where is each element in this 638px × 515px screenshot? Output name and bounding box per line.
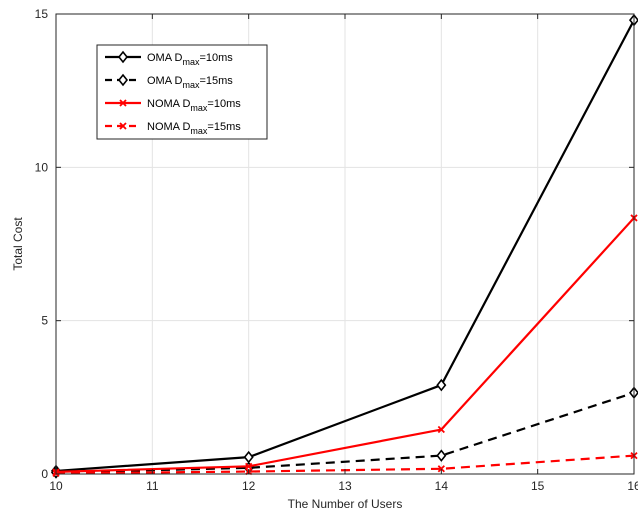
x-tick-label: 10	[49, 479, 63, 493]
data-point	[437, 425, 445, 434]
x-tick-label: 11	[146, 479, 159, 493]
y-axis-label: Total Cost	[11, 217, 25, 271]
legend-label: OMA Dmax=15ms	[147, 75, 233, 90]
x-tick-label: 15	[531, 479, 545, 493]
x-axis-label: The Number of Users	[288, 497, 403, 511]
legend-item: NOMA Dmax=15ms	[105, 121, 241, 136]
x-tick-label: 16	[627, 479, 638, 493]
legend-item: OMA Dmax=10ms	[105, 50, 233, 67]
series-line	[55, 19, 635, 473]
data-point	[436, 449, 447, 462]
legend-item: OMA Dmax=15ms	[105, 73, 233, 90]
legend-marker	[117, 50, 129, 64]
y-tick-label: 0	[41, 467, 48, 481]
data-point	[436, 378, 447, 392]
data-point	[243, 450, 254, 464]
legend: OMA Dmax=10ms OMA Dmax=15ms NOMA Dmax=10ms…	[96, 44, 268, 140]
x-tick-label: 14	[435, 479, 449, 493]
y-tick-label: 5	[41, 314, 48, 328]
legend-marker	[119, 99, 127, 107]
x-tick-label: 13	[338, 479, 352, 493]
legend-label: NOMA Dmax=10ms	[147, 98, 241, 113]
legend-label: NOMA Dmax=15ms	[147, 121, 241, 136]
y-tick-label: 10	[35, 160, 49, 174]
x-tick-label: 12	[242, 479, 256, 493]
y-tick-label: 15	[35, 7, 49, 21]
legend-marker	[119, 122, 127, 130]
axis-ticks: 10 11 12 13 14 15 16 0 5 10 15	[35, 7, 638, 493]
data-point	[437, 465, 445, 473]
legend-item: NOMA Dmax=10ms	[105, 98, 241, 113]
legend-marker	[117, 73, 129, 87]
legend-label: OMA Dmax=10ms	[147, 52, 233, 67]
